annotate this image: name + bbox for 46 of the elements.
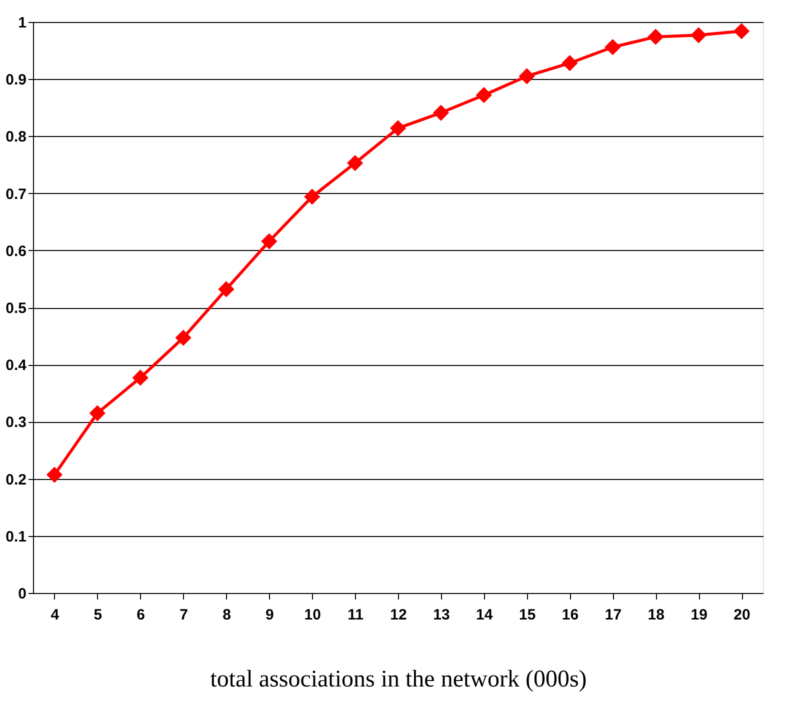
x-tick-label: 15	[518, 606, 536, 624]
x-tick-label: 18	[648, 606, 664, 624]
y-tick-label: 0.3	[6, 414, 26, 432]
y-tick-label: 0.7	[6, 186, 26, 203]
y-tick-label: 0.1	[6, 528, 26, 546]
point	[261, 233, 278, 250]
point	[648, 28, 664, 45]
x-tick-label: 4	[50, 606, 60, 624]
x-axis-title: total associations in the network (000s)	[210, 666, 587, 692]
point	[175, 330, 192, 346]
x-tick-label: 16	[562, 606, 579, 624]
x-tick-label: 6	[136, 606, 146, 624]
point	[604, 39, 621, 56]
y-tick-label: 1	[18, 14, 26, 32]
point	[346, 154, 364, 172]
y-tick-label: 0.5	[6, 300, 26, 317]
x-tick-label: 17	[604, 606, 622, 624]
y-tick-label: 0.4	[6, 357, 28, 374]
x-tick-label: 8	[222, 606, 231, 624]
point	[304, 188, 320, 205]
point	[733, 23, 750, 40]
point	[89, 405, 106, 422]
point	[476, 87, 492, 104]
x-tick-label: 5	[94, 606, 102, 624]
x-tick-label: 11	[348, 606, 364, 624]
point	[518, 68, 535, 84]
point	[132, 370, 148, 386]
y-tick-label: 0.9	[6, 72, 26, 89]
point	[562, 55, 578, 72]
point	[432, 104, 450, 121]
y-tick-label: 0.6	[6, 242, 26, 260]
y-tick-label: 0.2	[6, 471, 26, 488]
x-tick-label: 14	[476, 606, 494, 624]
x-tick-label: 20	[734, 606, 750, 624]
y-tick-label: 0	[18, 586, 26, 602]
x-tick-label: 13	[433, 606, 450, 624]
point	[690, 27, 707, 44]
point	[46, 466, 63, 483]
x-tick-label: 9	[266, 606, 274, 624]
y-tick-label: 0.8	[6, 128, 26, 146]
x-tick-label: 7	[180, 606, 188, 624]
x-tick-label: 12	[390, 606, 407, 624]
point	[218, 281, 234, 298]
point	[390, 120, 406, 136]
x-tick-label: 10	[304, 606, 321, 624]
x-tick-label: 19	[690, 606, 708, 624]
